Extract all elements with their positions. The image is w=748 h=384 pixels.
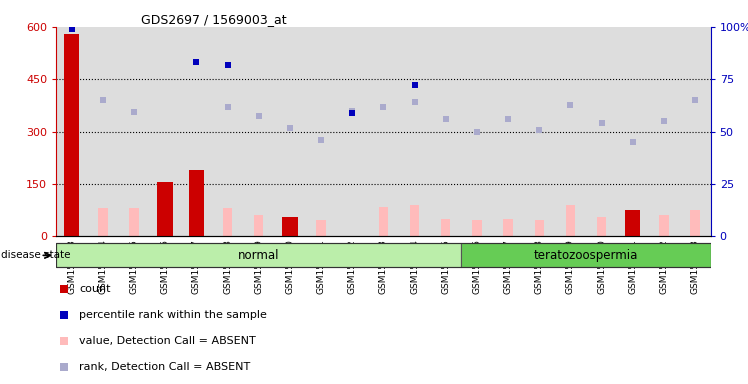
Bar — [430, 27, 462, 236]
Text: value, Detection Call = ABSENT: value, Detection Call = ABSENT — [79, 336, 256, 346]
Bar — [617, 27, 649, 236]
Bar — [88, 27, 118, 236]
Bar — [649, 27, 679, 236]
Bar — [150, 27, 181, 236]
Text: GDS2697 / 1569003_at: GDS2697 / 1569003_at — [141, 13, 286, 26]
Bar — [565, 205, 575, 236]
Text: normal: normal — [238, 249, 280, 262]
Bar — [586, 27, 617, 236]
Text: disease state: disease state — [1, 250, 71, 260]
Bar — [659, 215, 669, 236]
Text: teratozoospermia: teratozoospermia — [534, 249, 638, 262]
Bar — [223, 208, 232, 236]
Bar — [337, 27, 368, 236]
Bar — [555, 27, 586, 236]
Bar — [535, 220, 544, 236]
Text: percentile rank within the sample: percentile rank within the sample — [79, 310, 267, 320]
Bar — [188, 170, 204, 236]
Bar — [316, 220, 325, 236]
Bar — [282, 217, 298, 236]
Bar — [275, 27, 305, 236]
Bar — [524, 27, 555, 236]
Bar — [56, 243, 462, 268]
Bar — [157, 182, 173, 236]
Bar — [679, 27, 711, 236]
Bar — [690, 210, 699, 236]
Bar — [129, 208, 138, 236]
Bar — [243, 27, 275, 236]
Bar — [285, 222, 295, 236]
Bar — [378, 207, 388, 236]
Bar — [254, 215, 263, 236]
Bar — [305, 27, 337, 236]
Bar — [181, 27, 212, 236]
Bar — [503, 219, 512, 236]
Bar — [64, 34, 79, 236]
Bar — [462, 27, 492, 236]
Bar — [492, 27, 524, 236]
Bar — [597, 217, 606, 236]
Bar — [410, 205, 419, 236]
Bar — [625, 210, 640, 236]
Bar — [56, 27, 88, 236]
Bar — [441, 219, 450, 236]
Bar — [98, 208, 108, 236]
Bar — [399, 27, 430, 236]
Bar — [462, 243, 711, 268]
Bar — [368, 27, 399, 236]
Bar — [118, 27, 150, 236]
Bar — [212, 27, 243, 236]
Bar — [472, 220, 482, 236]
Text: count: count — [79, 284, 111, 295]
Text: rank, Detection Call = ABSENT: rank, Detection Call = ABSENT — [79, 362, 251, 372]
